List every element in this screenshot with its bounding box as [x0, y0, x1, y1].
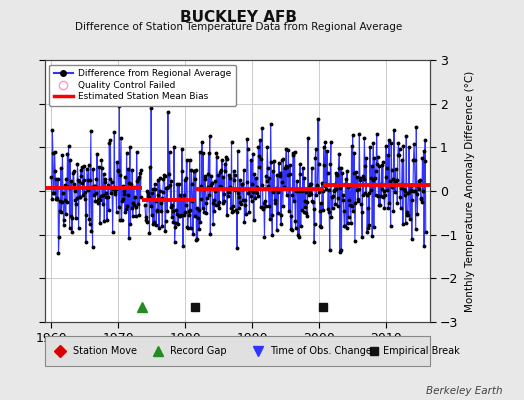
Text: Empirical Break: Empirical Break	[384, 346, 460, 356]
Legend: Difference from Regional Average, Quality Control Failed, Estimated Station Mean: Difference from Regional Average, Qualit…	[49, 64, 236, 106]
Text: Station Move: Station Move	[73, 346, 137, 356]
Text: BUCKLEY AFB: BUCKLEY AFB	[180, 10, 297, 25]
Text: Difference of Station Temperature Data from Regional Average: Difference of Station Temperature Data f…	[75, 22, 402, 32]
Y-axis label: Monthly Temperature Anomaly Difference (°C): Monthly Temperature Anomaly Difference (…	[465, 70, 475, 312]
Text: Berkeley Earth: Berkeley Earth	[427, 386, 503, 396]
Text: Time of Obs. Change: Time of Obs. Change	[270, 346, 372, 356]
FancyBboxPatch shape	[45, 336, 430, 366]
Text: Record Gap: Record Gap	[170, 346, 226, 356]
